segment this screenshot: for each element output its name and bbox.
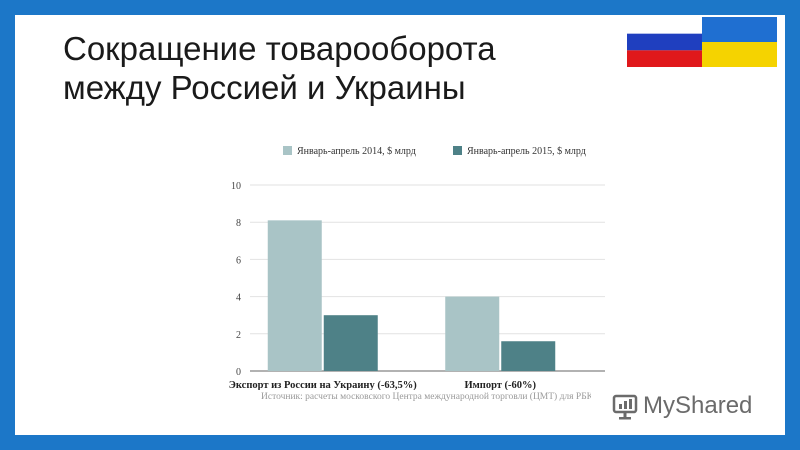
bar: [323, 315, 378, 371]
x-tick-label: Экспорт из России на Украину (-63,5%): [229, 380, 417, 390]
slide-title: Сокращение товарооборота между Россией и…: [63, 29, 583, 107]
bar: [445, 296, 500, 371]
title-line-1: Сокращение товарооборота: [63, 30, 496, 67]
flags-image: [627, 17, 777, 67]
bar: [501, 341, 556, 371]
watermark-text: MyShared: [643, 392, 753, 419]
ukraine-flag-icon: [702, 17, 777, 67]
bar: [267, 220, 322, 371]
y-tick-label: 6: [236, 255, 241, 266]
bar-chart: Январь-апрель 2014, $ млрд Январь-апрель …: [229, 146, 605, 390]
y-tick-label: 10: [231, 181, 241, 192]
legend-label: Январь-апрель 2014, $ млрд: [297, 146, 416, 157]
y-tick-label: 4: [236, 293, 241, 304]
x-tick-label: Импорт (-60%): [464, 380, 536, 390]
legend-swatch: [283, 146, 292, 155]
y-tick-label: 2: [236, 330, 241, 341]
source-note: Источник: расчеты московского Центра меж…: [261, 392, 591, 402]
myshared-logo-icon: [612, 394, 638, 420]
russia-flag-icon: [627, 17, 702, 67]
legend-label: Январь-апрель 2015, $ млрд: [467, 146, 586, 157]
legend-swatch: [453, 146, 462, 155]
y-tick-label: 8: [236, 218, 241, 229]
y-tick-label: 0: [236, 367, 241, 378]
watermark: MyShared: [607, 389, 767, 423]
title-line-2: между Россией и Украины: [63, 69, 466, 106]
